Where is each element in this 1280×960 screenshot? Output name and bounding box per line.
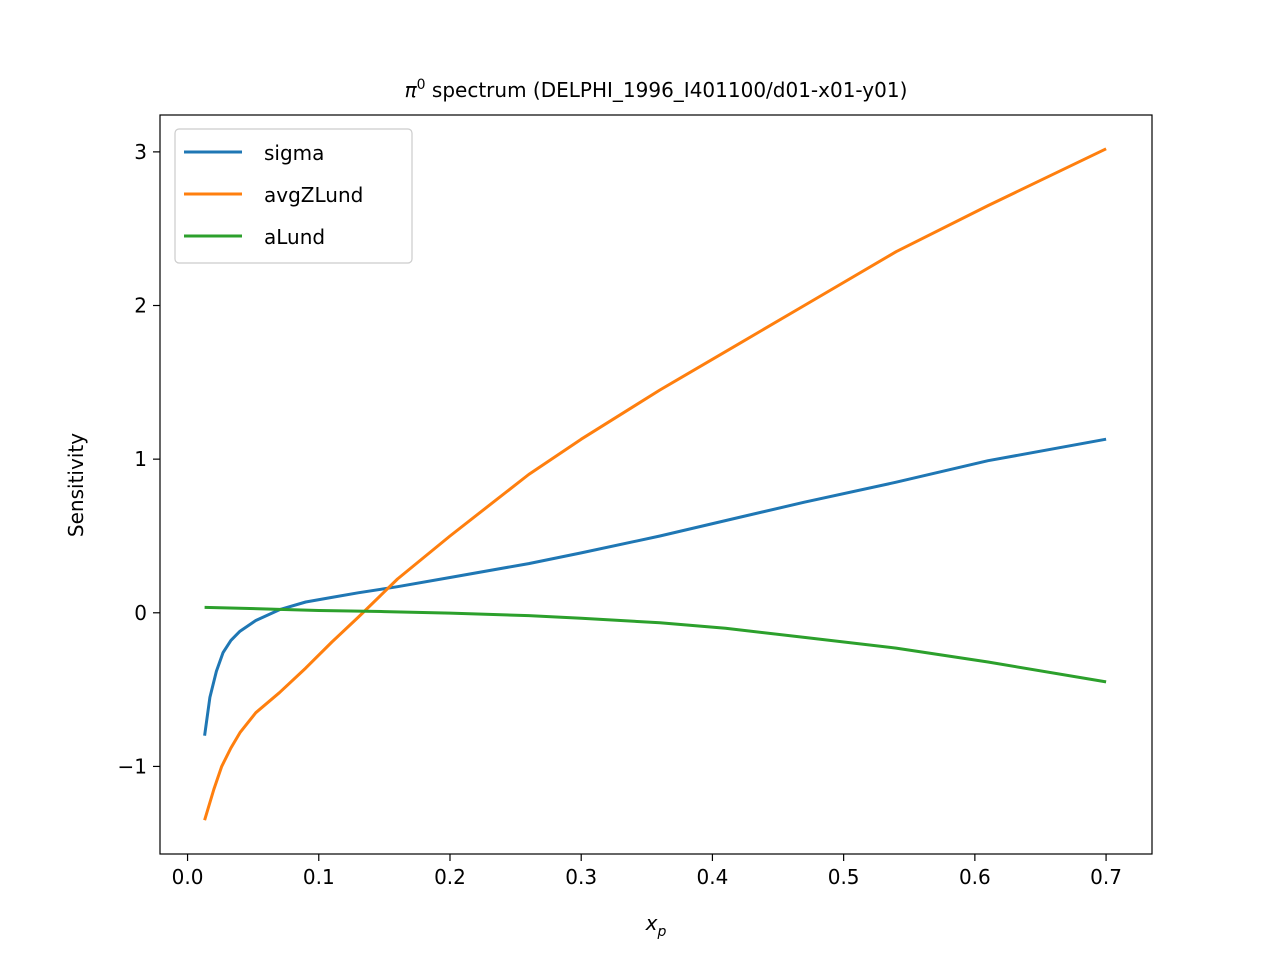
x-tick-label: 0.1 (303, 865, 335, 889)
series-layer (203, 147, 1107, 821)
series-line-alund (204, 605, 1107, 684)
plot-frame (159, 114, 1153, 855)
x-tick-label: 0.4 (697, 865, 729, 889)
title-superscript: 0 (417, 77, 426, 93)
x-axis-label: xp (645, 911, 667, 940)
legend-box (174, 128, 413, 264)
title-text: spectrum (DELPHI_1996_I401100/d01-x01-y0… (426, 78, 908, 102)
series-line-sigma (203, 437, 1107, 736)
series-line-avgzlund (203, 147, 1107, 821)
y-tick-label: 0 (134, 601, 147, 625)
chart-title: π0 spectrum (DELPHI_1996_I401100/d01-x01… (405, 77, 908, 102)
x-axis-label-sub: p (656, 924, 666, 940)
y-axis: −1 0 1 2 3 (118, 140, 160, 778)
title-symbol: π (405, 78, 418, 102)
legend: sigma avgZLund aLund (174, 128, 413, 264)
x-tick-label: 0.6 (959, 865, 991, 889)
x-axis: 0.0 0.1 0.2 0.3 0.4 0.5 0.6 0.7 (172, 854, 1122, 889)
legend-label-sigma: sigma (264, 141, 324, 165)
y-axis-label: Sensitivity (64, 433, 88, 537)
x-axis-label-main: x (645, 911, 658, 935)
y-tick-label: 1 (134, 447, 147, 471)
x-tick-label: 0.3 (565, 865, 597, 889)
x-tick-label: 0.7 (1090, 865, 1122, 889)
x-tick-label: 0.5 (828, 865, 860, 889)
y-tick-label: 2 (134, 294, 147, 318)
y-tick-label: 3 (134, 140, 147, 164)
y-tick-label: −1 (118, 754, 147, 778)
legend-label-avgzlund: avgZLund (264, 183, 363, 207)
x-tick-label: 0.2 (434, 865, 466, 889)
legend-label-alund: aLund (264, 225, 325, 249)
x-tick-label: 0.0 (172, 865, 204, 889)
